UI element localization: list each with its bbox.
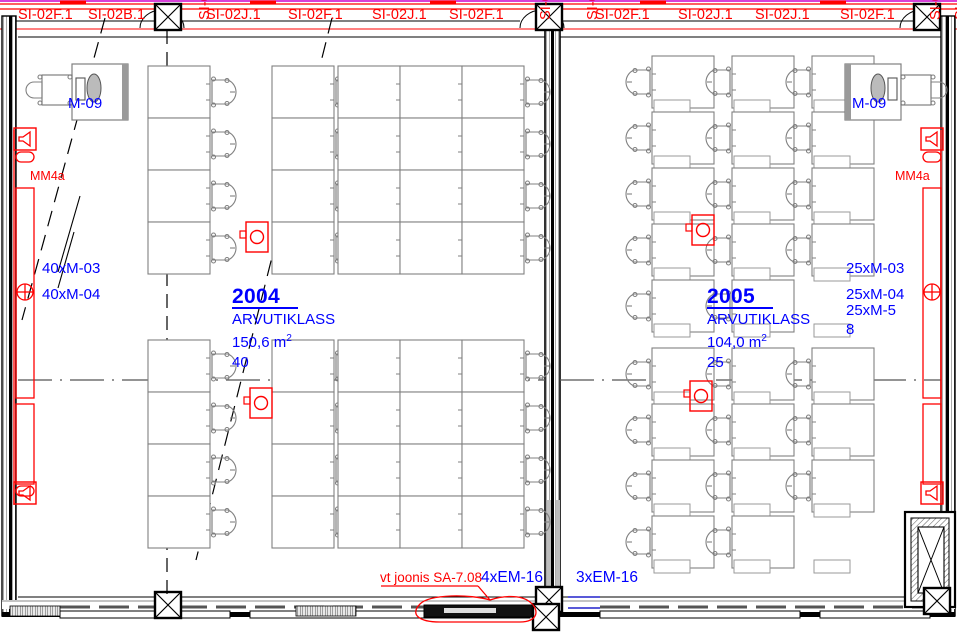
wall-devices-left	[13, 127, 37, 505]
equipment-label-25xm03: 25xM-03	[846, 260, 905, 277]
room-capacity-2005: 25	[707, 354, 724, 371]
equipment-label-40xm03: 40xM-03	[42, 260, 101, 277]
grid-label-top: SI-02J.1	[755, 7, 810, 23]
wall-zone-label-left: MM4a	[30, 169, 65, 183]
room-number-2004: 2004	[232, 285, 280, 308]
equipment-label-25xm04: 25xM-04	[846, 286, 905, 303]
equipment-label-8: 8	[846, 321, 855, 338]
grid-label-top: SI-02J.1	[206, 7, 261, 23]
device-label-m09-left: M-09	[68, 95, 103, 112]
stair-shaft	[903, 510, 957, 616]
room-boundaries	[18, 36, 941, 598]
grid-label-vertical: SI-02A.1	[197, 0, 213, 20]
grid-label-top: SI-02F.1	[595, 7, 650, 23]
device-label-m09-right: M-09	[852, 95, 887, 112]
grid-label-top: SI-02F.1	[449, 7, 504, 23]
grid-label-top: SI-02F.1	[18, 7, 73, 23]
room-name-2004: ARVUTIKLASS	[232, 311, 336, 328]
note-vt-joonis: vt joonis SA-7.08	[380, 570, 483, 585]
blue-underline-note	[568, 596, 600, 609]
room-area-2004: 150,6 m2	[232, 333, 292, 351]
grid-label-vertical: SI-02A.1	[585, 0, 601, 20]
room-number-2005: 2005	[707, 285, 755, 308]
grid-label-top: SI-02B.1	[88, 7, 146, 23]
projection-board	[423, 604, 533, 618]
equipment-label-40xm04: 40xM-04	[42, 286, 101, 303]
leader-lines-solid	[57, 195, 81, 289]
furniture-room-2004	[25, 63, 551, 549]
teacher-station-right	[844, 63, 948, 121]
grid-label-top: SI-02J.1	[372, 7, 427, 23]
grid-label-vertical: SI-02A.1	[928, 0, 944, 20]
room-area-unit-sup: 2	[286, 333, 292, 344]
furniture-room-2005	[625, 55, 948, 574]
room-area-unit-sup: 2	[761, 333, 767, 344]
room-area-value: 150,6 m	[232, 334, 287, 351]
room-capacity-2004: 40	[232, 354, 249, 371]
room-area-2005: 104,0 m2	[707, 333, 767, 351]
grid-label-top: SI-02J.1	[678, 7, 733, 23]
callout-sa-708	[381, 585, 537, 623]
grid-label-top: SI-02F.1	[288, 7, 343, 23]
wall-devices-right	[920, 127, 944, 505]
note-4xem16: 4xEM-16	[481, 569, 544, 586]
grid-label-vertical: SI-02A.1	[538, 0, 554, 20]
equipment-label-25xm5: 25xM-5	[846, 302, 897, 319]
grid-label-top: SI-02F.1	[840, 7, 895, 23]
wall-zone-label-right: MM4a	[895, 169, 930, 183]
room-name-2005: ARVUTIKLASS	[707, 311, 811, 328]
teacher-station-left	[25, 63, 129, 121]
room-area-value: 104,0 m	[707, 334, 762, 351]
note-3xem16: 3xEM-16	[576, 569, 639, 586]
wall-central-divider	[544, 15, 561, 617]
